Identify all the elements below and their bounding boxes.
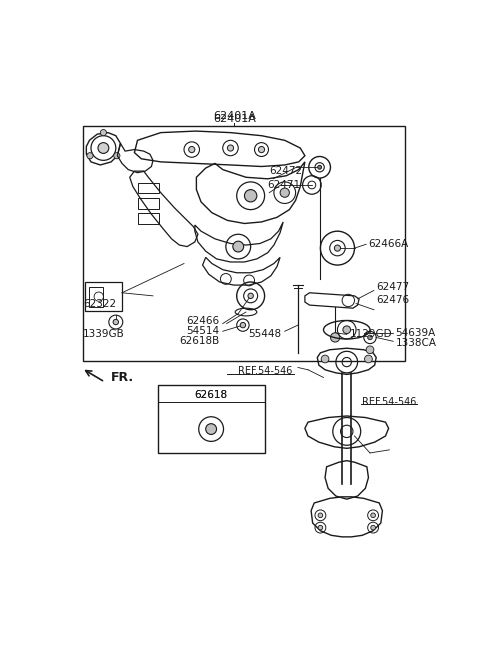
Text: 62477: 62477 [376,281,409,292]
Bar [137,182,159,194]
Circle shape [87,153,93,159]
Circle shape [335,245,340,251]
Circle shape [318,165,322,169]
Text: 62466A: 62466A [369,239,408,249]
Bar [137,213,159,224]
Circle shape [371,525,375,530]
Bar [157,385,264,453]
Text: REF.54-546: REF.54-546 [238,366,292,377]
Circle shape [321,355,329,363]
Circle shape [206,424,216,434]
Text: 54514: 54514 [187,326,220,337]
Bar [85,282,122,311]
Circle shape [330,333,340,342]
Text: 62472: 62472 [269,166,302,176]
Text: 55448: 55448 [248,329,281,339]
Bar [83,127,405,361]
Circle shape [343,326,350,334]
Text: 62471: 62471 [268,180,301,190]
Text: 1338CA: 1338CA [396,338,437,348]
Circle shape [244,190,257,202]
Text: 62476: 62476 [376,295,409,304]
Circle shape [371,513,375,518]
Circle shape [318,525,323,530]
Circle shape [228,145,234,151]
Circle shape [114,153,120,159]
Circle shape [318,513,323,518]
Text: 62618: 62618 [194,390,228,400]
Text: 62466: 62466 [187,316,220,326]
Text: 1339GB: 1339GB [83,329,125,339]
Circle shape [366,346,374,354]
Bar [89,287,103,306]
Text: 1129GD: 1129GD [350,329,393,339]
Circle shape [100,129,107,136]
Circle shape [368,335,372,340]
Text: 62401A: 62401A [213,111,256,121]
Circle shape [240,323,246,328]
Text: 62618B: 62618B [180,335,220,346]
Circle shape [258,146,264,153]
Circle shape [248,293,253,298]
Circle shape [365,355,372,363]
Text: 62322: 62322 [83,298,116,308]
Text: REF.54-546: REF.54-546 [362,397,417,407]
Text: 62618: 62618 [194,390,228,400]
Circle shape [233,241,244,252]
Circle shape [189,146,195,153]
Bar [137,198,159,209]
Circle shape [113,319,119,325]
Text: 54639A: 54639A [396,328,436,338]
Circle shape [98,142,109,154]
Circle shape [280,188,289,197]
Text: 62401A: 62401A [213,113,256,124]
Text: FR.: FR. [110,371,133,384]
